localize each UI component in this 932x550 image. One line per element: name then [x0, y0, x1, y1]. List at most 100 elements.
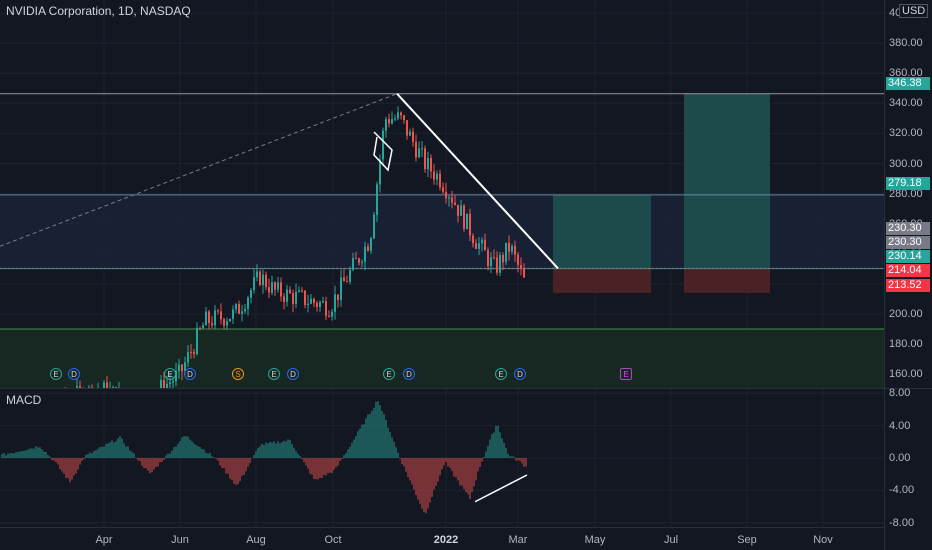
candle-body	[247, 297, 249, 309]
candle-body	[523, 268, 525, 278]
candle-body	[295, 291, 297, 304]
candle-body	[223, 319, 225, 326]
candle-body	[304, 290, 306, 306]
dashed-trendline	[0, 93, 398, 247]
macd-title[interactable]: MACD	[6, 393, 42, 407]
price-axis-label: 320.00	[889, 127, 923, 140]
candle-body	[163, 379, 165, 388]
price-chart[interactable]	[0, 0, 884, 388]
candle-body	[346, 281, 348, 283]
candle-body	[217, 310, 219, 312]
candle-body	[505, 242, 507, 263]
candle-body	[382, 130, 384, 160]
price-axis-label: 340.00	[889, 97, 923, 110]
candle-body	[487, 250, 489, 267]
long-position-target	[684, 93, 770, 269]
time-axis-label: Apr	[95, 534, 113, 546]
price-tag: 214.04	[886, 264, 930, 277]
macd-histogram[interactable]	[0, 389, 884, 527]
candle-body	[502, 255, 504, 263]
candle-body	[166, 384, 168, 388]
candle-body	[283, 296, 285, 302]
time-axis-label: Oct	[324, 534, 342, 546]
macd-pane[interactable]: MACD	[0, 389, 884, 527]
candle-body	[412, 131, 414, 142]
time-axis[interactable]: Apr Jun Aug Oct 2022 Mar May Jul Sep Nov	[0, 527, 884, 550]
candle-body	[208, 311, 210, 323]
candle-body	[403, 115, 405, 121]
candle-body	[232, 309, 234, 319]
candle-body	[520, 265, 522, 269]
candle-body	[439, 173, 441, 188]
price-tag: 230.14	[886, 250, 930, 263]
divergence-line	[474, 474, 528, 503]
earnings-event-marker[interactable]: E	[50, 368, 62, 380]
candle-body	[298, 290, 300, 292]
candle-body	[436, 173, 438, 180]
candle-body	[511, 245, 513, 252]
price-tag: 230.30	[886, 236, 930, 249]
macd-axis-label: 8.00	[889, 387, 911, 400]
candle-body	[355, 258, 357, 260]
candle-body	[103, 382, 105, 388]
candle-body	[430, 157, 432, 172]
pane-separator[interactable]	[0, 388, 932, 389]
candle-body	[385, 119, 387, 131]
price-tag: 346.38	[886, 77, 930, 90]
candle-body	[418, 148, 420, 158]
candle-body	[319, 302, 321, 307]
earnings-event-marker[interactable]: E	[164, 368, 176, 380]
dividend-event-marker[interactable]: D	[68, 368, 80, 380]
price-axis[interactable]: 400.00380.00360.00340.00320.00300.00280.…	[884, 0, 932, 550]
symbol-title[interactable]: NVIDIA Corporation, 1D, NASDAQ	[6, 4, 191, 18]
time-axis-label: Mar	[508, 534, 528, 546]
candle-body	[175, 371, 177, 382]
candle-body	[244, 308, 246, 312]
candle-body	[457, 204, 459, 216]
candle-body	[493, 257, 495, 259]
candle-body	[361, 261, 363, 263]
candle-body	[259, 271, 261, 286]
candle-body	[469, 213, 471, 236]
candle-body	[472, 235, 474, 244]
candle-body	[322, 301, 324, 303]
candle-body	[310, 298, 312, 304]
candle-body	[250, 290, 252, 298]
candle-body	[115, 387, 117, 388]
dividend-event-marker[interactable]: D	[184, 368, 196, 380]
candle-body	[301, 290, 303, 292]
candle-body	[478, 243, 480, 249]
earnings-event-marker[interactable]: E	[495, 368, 507, 380]
macd-axis-label: -4.00	[889, 484, 915, 497]
candle-body	[76, 386, 78, 388]
price-tag: 230.30	[886, 222, 930, 235]
earnings-event-marker[interactable]: E	[268, 368, 280, 380]
currency-button[interactable]: USD	[899, 4, 929, 18]
candle-body	[331, 311, 333, 317]
candle-body	[193, 352, 195, 355]
candle-body	[241, 311, 243, 314]
time-axis-label: Jun	[171, 534, 189, 546]
candle-body	[343, 277, 345, 282]
candle-body	[235, 304, 237, 310]
earnings-event-marker[interactable]: E	[383, 368, 395, 380]
candle-body	[112, 387, 114, 388]
candle-body	[400, 112, 402, 116]
dividend-event-marker[interactable]: D	[287, 368, 299, 380]
candle-body	[238, 304, 240, 314]
candle-body	[265, 274, 267, 288]
price-axis-label: 360.00	[889, 67, 923, 80]
candle-body	[271, 282, 273, 293]
candle-body	[328, 315, 330, 317]
earnings-event-marker[interactable]: E	[620, 368, 632, 380]
dividend-event-marker[interactable]: D	[403, 368, 415, 380]
candle-body	[229, 318, 231, 322]
long-position-target	[553, 194, 651, 269]
price-axis-label: 160.00	[889, 368, 923, 381]
split-event-marker[interactable]: S	[232, 368, 244, 380]
dividend-event-marker[interactable]: D	[514, 368, 526, 380]
candle-body	[325, 301, 327, 316]
time-axis-label: 2022	[433, 534, 459, 546]
